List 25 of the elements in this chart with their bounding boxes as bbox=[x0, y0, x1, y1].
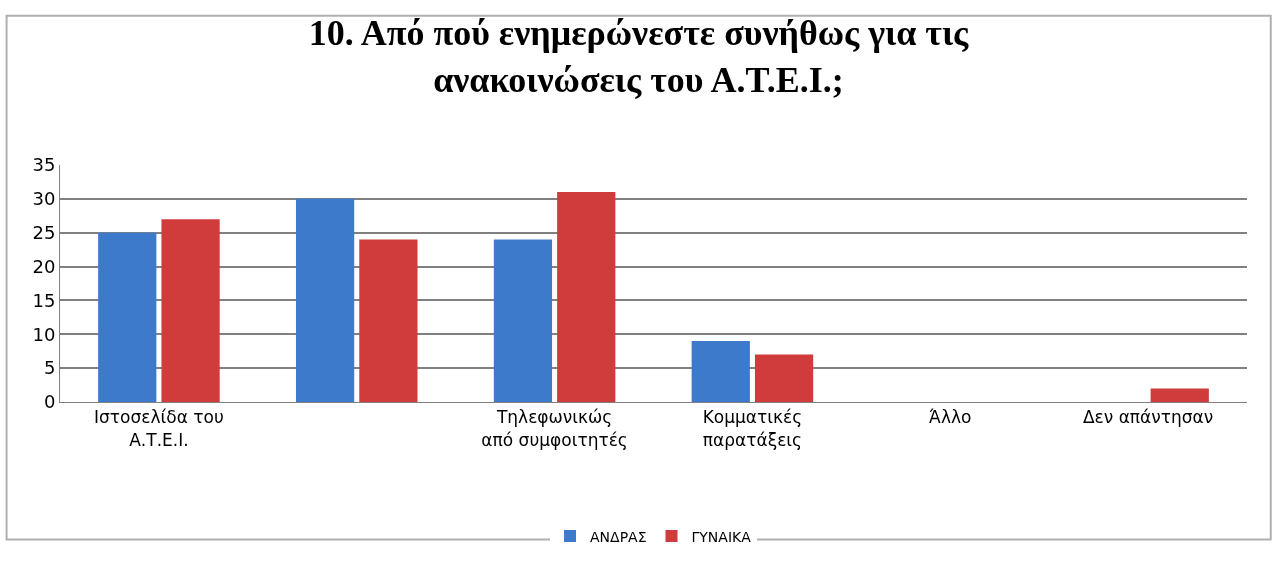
bar bbox=[1150, 388, 1209, 402]
bar bbox=[493, 239, 553, 402]
x-tick-label: Άλλο bbox=[929, 407, 972, 428]
bar bbox=[98, 232, 157, 402]
bar bbox=[161, 219, 220, 402]
y-tick-label: 15 bbox=[32, 289, 56, 311]
y-tick-label: 30 bbox=[32, 188, 56, 210]
y-tick-label: 20 bbox=[32, 255, 56, 277]
chart-title: 10. Από πού ενημερώνεστε συνήθως για τις ανακοινώσεις του Α.Τ.Ε.Ι.; bbox=[308, 13, 970, 100]
y-tick-label: 0 bbox=[43, 391, 56, 413]
x-tick-label: Τηλεφωνικώς από συμφοιτητές bbox=[481, 407, 628, 450]
y-tick-label: 35 bbox=[32, 154, 56, 176]
y-tick-label: 10 bbox=[32, 323, 56, 345]
y-tick-label: 5 bbox=[43, 357, 56, 379]
bar bbox=[691, 341, 750, 402]
x-tick-label: Δεν απάντησαν bbox=[1082, 407, 1214, 428]
y-tick-label: 25 bbox=[32, 222, 56, 244]
bar bbox=[359, 239, 418, 402]
x-tick-label: Ιστοσελίδα του Α.Τ.Ε.Ι. bbox=[94, 407, 224, 450]
bar bbox=[295, 198, 355, 402]
legend-label: ΓΥΝΑΙΚΑ bbox=[691, 528, 752, 545]
bar bbox=[557, 192, 616, 402]
bar bbox=[754, 354, 814, 402]
legend-label: ΑΝΔΡΑΣ bbox=[590, 528, 647, 545]
x-tick-label: Κομματικές παρατάξεις bbox=[702, 407, 803, 450]
